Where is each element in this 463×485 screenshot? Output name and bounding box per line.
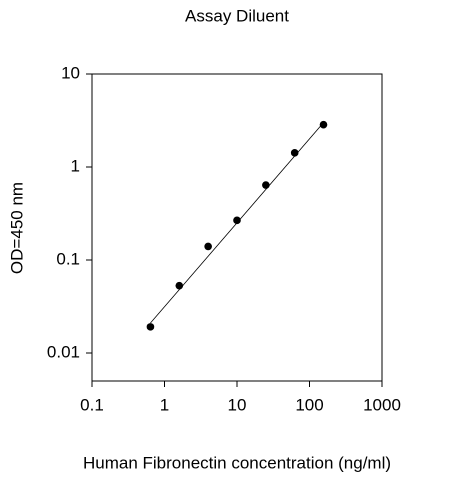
data-point [290,149,299,157]
plot-frame [91,73,383,382]
data-point [175,281,184,290]
data-point [319,120,328,129]
chart-title: Assay Diluent [185,6,289,25]
x-axis-label: Human Fibronectin concentration (ng/ml) [83,453,391,472]
y-tick-label: 1 [71,156,80,175]
data-point [233,216,241,225]
x-tick-label: 1 [160,395,169,414]
y-axis-label: OD=450 nm [7,182,26,274]
data-point [262,181,270,189]
x-tick-label: 0.1 [80,395,104,414]
data-point [204,242,212,251]
x-tick-label: 1000 [363,395,401,414]
data-point [146,323,155,331]
x-tick-label: 10 [228,395,247,414]
y-tick-label: 10 [61,63,80,82]
x-tick-label: 100 [295,395,323,414]
y-tick-label: 0.1 [56,249,80,268]
y-tick-label: 0.01 [47,342,80,361]
